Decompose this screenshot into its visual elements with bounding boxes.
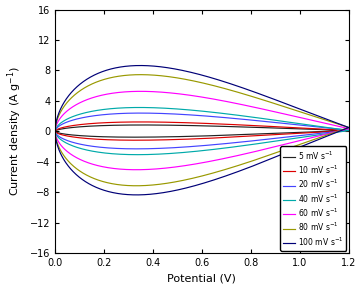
5 mV s-1 xyxy=(53,129,57,133)
5 mV s-1 xyxy=(53,129,57,133)
60 mV s-1 xyxy=(53,129,57,133)
Line: 80 mV s-1: 80 mV s-1 xyxy=(55,75,349,186)
40 mV s-1 xyxy=(53,129,57,133)
60 mV s-1 xyxy=(331,131,336,134)
10 mV s-1 xyxy=(53,129,57,133)
20 mV s-1 xyxy=(319,131,324,135)
10 mV s-1 xyxy=(152,120,157,124)
60 mV s-1 xyxy=(138,90,143,93)
100 mV s-1 xyxy=(131,64,135,67)
5 mV s-1 xyxy=(308,127,313,131)
40 mV s-1 xyxy=(152,106,157,110)
40 mV s-1 xyxy=(308,123,313,127)
X-axis label: Potential (V): Potential (V) xyxy=(168,273,236,284)
60 mV s-1 xyxy=(53,129,57,133)
80 mV s-1 xyxy=(53,129,57,133)
100 mV s-1 xyxy=(53,129,57,133)
5 mV s-1 xyxy=(331,129,336,133)
20 mV s-1 xyxy=(53,129,57,133)
20 mV s-1 xyxy=(152,112,157,115)
10 mV s-1 xyxy=(308,127,313,130)
100 mV s-1 xyxy=(252,90,256,93)
100 mV s-1 xyxy=(308,111,313,115)
Legend: 5 mV s$^{-1}$, 10 mV s$^{-1}$, 20 mV s$^{-1}$, 40 mV s$^{-1}$, 60 mV s$^{-1}$, 8: 5 mV s$^{-1}$, 10 mV s$^{-1}$, 20 mV s$^… xyxy=(281,146,346,251)
10 mV s-1 xyxy=(131,120,135,124)
5 mV s-1 xyxy=(319,130,324,133)
100 mV s-1 xyxy=(53,129,57,133)
10 mV s-1 xyxy=(53,129,57,133)
20 mV s-1 xyxy=(331,130,336,134)
60 mV s-1 xyxy=(308,118,313,122)
100 mV s-1 xyxy=(138,64,143,67)
100 mV s-1 xyxy=(331,132,336,135)
100 mV s-1 xyxy=(152,64,157,68)
20 mV s-1 xyxy=(53,129,57,133)
10 mV s-1 xyxy=(319,130,324,134)
5 mV s-1 xyxy=(252,125,256,129)
40 mV s-1 xyxy=(252,116,256,119)
80 mV s-1 xyxy=(53,129,57,133)
10 mV s-1 xyxy=(134,138,138,142)
10 mV s-1 xyxy=(252,124,256,127)
80 mV s-1 xyxy=(138,73,143,76)
40 mV s-1 xyxy=(131,106,135,109)
5 mV s-1 xyxy=(131,123,135,127)
60 mV s-1 xyxy=(319,134,324,137)
40 mV s-1 xyxy=(331,131,336,134)
Line: 20 mV s-1: 20 mV s-1 xyxy=(55,113,349,149)
60 mV s-1 xyxy=(134,168,139,171)
20 mV s-1 xyxy=(134,147,139,151)
Line: 40 mV s-1: 40 mV s-1 xyxy=(55,108,349,155)
40 mV s-1 xyxy=(137,106,142,109)
80 mV s-1 xyxy=(331,131,336,134)
20 mV s-1 xyxy=(308,125,313,128)
60 mV s-1 xyxy=(152,90,157,93)
20 mV s-1 xyxy=(131,111,135,115)
80 mV s-1 xyxy=(131,73,135,77)
60 mV s-1 xyxy=(131,90,135,93)
40 mV s-1 xyxy=(53,129,57,133)
10 mV s-1 xyxy=(331,130,336,133)
5 mV s-1 xyxy=(132,136,137,139)
Line: 10 mV s-1: 10 mV s-1 xyxy=(55,122,349,140)
100 mV s-1 xyxy=(319,137,324,140)
80 mV s-1 xyxy=(252,95,256,99)
80 mV s-1 xyxy=(152,73,157,77)
Line: 5 mV s-1: 5 mV s-1 xyxy=(55,125,349,137)
40 mV s-1 xyxy=(319,133,324,136)
80 mV s-1 xyxy=(319,135,324,139)
80 mV s-1 xyxy=(308,114,313,117)
Y-axis label: Current density (A g$^{-1}$): Current density (A g$^{-1}$) xyxy=(5,66,24,196)
40 mV s-1 xyxy=(135,153,140,156)
20 mV s-1 xyxy=(252,118,256,122)
60 mV s-1 xyxy=(252,105,256,109)
Line: 60 mV s-1: 60 mV s-1 xyxy=(55,91,349,170)
5 mV s-1 xyxy=(140,123,144,127)
10 mV s-1 xyxy=(139,120,143,124)
100 mV s-1 xyxy=(134,193,139,197)
5 mV s-1 xyxy=(152,123,157,127)
Line: 100 mV s-1: 100 mV s-1 xyxy=(55,66,349,195)
80 mV s-1 xyxy=(134,184,139,188)
20 mV s-1 xyxy=(138,111,143,115)
